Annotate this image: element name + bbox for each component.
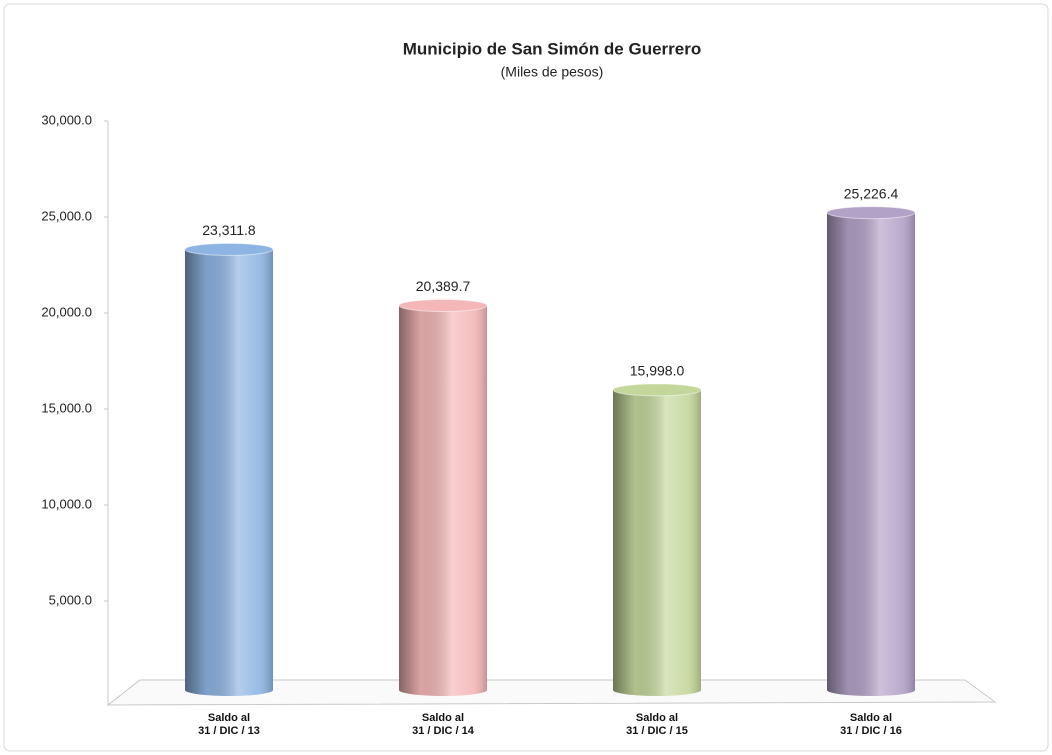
y-tick-label: 15,000.0 — [41, 400, 92, 415]
chart-subtitle: (Miles de pesos) — [501, 64, 604, 80]
value-label: 23,311.8 — [202, 222, 256, 238]
y-tick-label: 25,000.0 — [41, 208, 92, 223]
bar-cap — [398, 299, 488, 313]
x-tick-label: Saldo al 31 / DIC / 16 — [840, 712, 902, 737]
bar — [398, 299, 488, 696]
bar-cap — [184, 242, 274, 256]
bar-cap — [612, 383, 702, 397]
bar-cap — [826, 206, 916, 220]
bar — [184, 242, 274, 696]
bar-shade — [827, 212, 915, 696]
bar — [612, 383, 702, 696]
value-label: 25,226.4 — [844, 185, 899, 201]
y-tick-label: 30,000.0 — [41, 112, 92, 127]
x-tick-label: Saldo al 31 / DIC / 15 — [626, 712, 688, 737]
value-label: 20,389.7 — [416, 278, 471, 294]
bar — [826, 206, 916, 696]
bar-shade — [613, 389, 701, 696]
y-tick-label: 20,000.0 — [41, 304, 92, 319]
bar-shade — [185, 249, 273, 696]
value-label: 15,998.0 — [630, 363, 685, 379]
x-tick-label: Saldo al 31 / DIC / 14 — [412, 712, 474, 737]
chart-title: Municipio de San Simón de Guerrero — [403, 39, 702, 58]
x-tick-label: Saldo al 31 / DIC / 13 — [198, 712, 260, 737]
y-tick-label: 5,000.0 — [49, 592, 92, 607]
bar-shade — [399, 305, 487, 696]
y-tick-label: 10,000.0 — [41, 496, 92, 511]
